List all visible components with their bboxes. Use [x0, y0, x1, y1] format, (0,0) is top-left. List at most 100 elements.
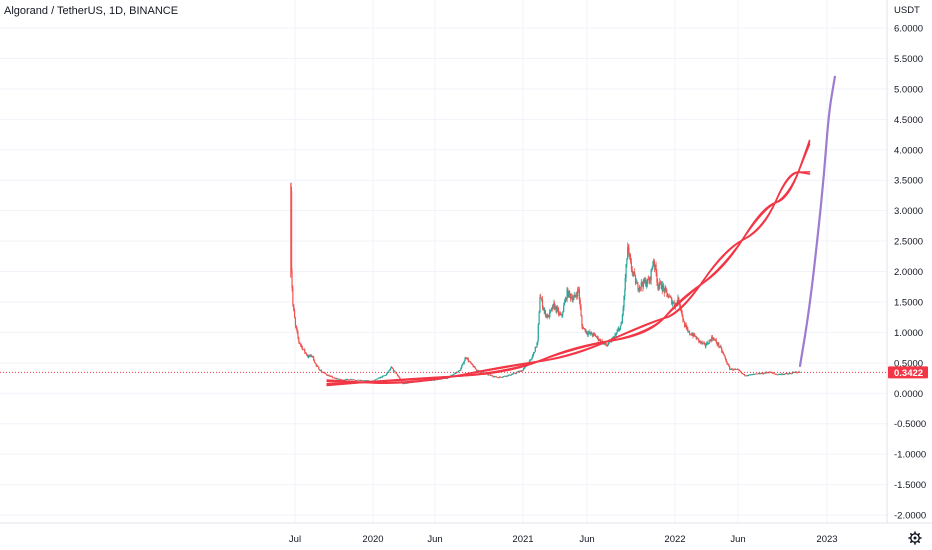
- candle-body: [769, 371, 771, 373]
- candle-body: [617, 329, 619, 332]
- candle-body: [347, 379, 350, 381]
- candle-body: [764, 372, 766, 374]
- gear-icon[interactable]: [908, 531, 922, 545]
- candle-body: [516, 371, 518, 373]
- candle-body: [583, 328, 585, 329]
- candle-body: [313, 356, 315, 361]
- candle-body: [750, 374, 752, 376]
- candle-body: [504, 375, 506, 377]
- candle-body: [388, 370, 390, 372]
- candle-body: [489, 374, 491, 376]
- candle-body: [628, 247, 630, 254]
- candle-body: [573, 297, 575, 299]
- candle-body: [542, 307, 544, 310]
- candle-body: [509, 374, 511, 376]
- candle-body: [531, 357, 533, 360]
- candle-body: [331, 376, 333, 378]
- candle-body: [590, 332, 592, 334]
- candle-body: [761, 372, 763, 374]
- freehand-drawing[interactable]: [326, 139, 811, 387]
- candle-body: [513, 372, 515, 374]
- candle-body: [335, 378, 337, 379]
- candle-body: [758, 373, 760, 375]
- candle-body: [694, 333, 696, 337]
- candle-body: [572, 298, 574, 301]
- candle-body: [704, 343, 707, 347]
- candle-body: [391, 368, 394, 370]
- candle-body: [662, 285, 664, 291]
- candle-body: [771, 372, 773, 374]
- candle-body: [293, 304, 295, 311]
- candle-body: [346, 379, 349, 380]
- candle-body: [737, 369, 739, 371]
- candle-body: [577, 289, 579, 297]
- candle-body: [324, 372, 327, 374]
- candle-body: [639, 286, 642, 288]
- candle-body: [560, 314, 562, 316]
- candle-body: [640, 282, 642, 288]
- candle-body: [647, 278, 649, 281]
- candle-body: [769, 371, 772, 373]
- time-tick-label: Jun: [730, 534, 745, 545]
- time-axis[interactable]: Jul 2020 Jun 2021 Jun 2022 Jun 2023: [289, 534, 838, 545]
- candle-body: [715, 340, 717, 343]
- candle-body: [622, 307, 624, 315]
- candle-body: [521, 370, 523, 372]
- candle-body: [664, 288, 666, 293]
- candle-body: [747, 375, 749, 377]
- candle-body: [636, 282, 638, 285]
- candle-body: [537, 340, 539, 344]
- candle-body: [389, 369, 391, 371]
- candle-body: [547, 315, 549, 318]
- candle-body: [648, 280, 650, 283]
- candle-body: [333, 377, 336, 379]
- chart-grid: [0, 0, 887, 523]
- price-tick-label: 3.5000: [894, 176, 923, 187]
- current-price-label: 0.3422: [894, 368, 923, 379]
- candle-body: [315, 363, 317, 366]
- candle-body: [677, 297, 679, 304]
- candle-body: [455, 372, 457, 374]
- candle-body: [540, 297, 542, 299]
- candle-body: [660, 281, 662, 283]
- candle-body: [666, 293, 669, 298]
- candle-body: [799, 372, 801, 373]
- candle-body: [696, 337, 698, 339]
- candle-body: [495, 376, 497, 378]
- candle-body: [658, 285, 660, 288]
- candle-body: [642, 279, 644, 288]
- candle-body: [462, 363, 464, 365]
- candle-body: [759, 373, 761, 375]
- candle-body: [721, 348, 723, 352]
- freehand-drawing[interactable]: [326, 141, 811, 386]
- candle-body: [679, 304, 682, 309]
- price-tick-label: 0.0000: [894, 389, 923, 400]
- candle-body: [772, 372, 774, 374]
- projection-drawing[interactable]: [798, 75, 836, 367]
- drawings-layer[interactable]: [326, 75, 836, 387]
- candle-body: [766, 372, 769, 374]
- candle-body: [532, 354, 534, 358]
- candle-body: [596, 336, 598, 338]
- candle-body: [675, 303, 677, 304]
- candle-body: [783, 373, 786, 375]
- candle-body: [777, 374, 779, 376]
- candle-body: [472, 365, 474, 368]
- candle-body: [653, 260, 656, 267]
- candle-body: [701, 341, 703, 344]
- price-axis[interactable]: 6.0000 5.5000 5.0000 4.5000 4.0000 3.5000 3.00…: [894, 24, 926, 522]
- candle-body: [567, 289, 569, 297]
- candle-body: [627, 246, 629, 248]
- candle-body: [355, 380, 358, 382]
- candle-body: [798, 371, 800, 373]
- price-tick-label: 5.5000: [894, 54, 923, 65]
- candle-body: [704, 342, 706, 344]
- candle-body: [778, 373, 781, 375]
- freehand-drawing[interactable]: [326, 171, 811, 384]
- candle-body: [310, 354, 312, 357]
- candle-body: [707, 343, 709, 345]
- candle-body: [776, 374, 778, 376]
- candle-body: [525, 366, 527, 368]
- candle-body: [597, 336, 599, 341]
